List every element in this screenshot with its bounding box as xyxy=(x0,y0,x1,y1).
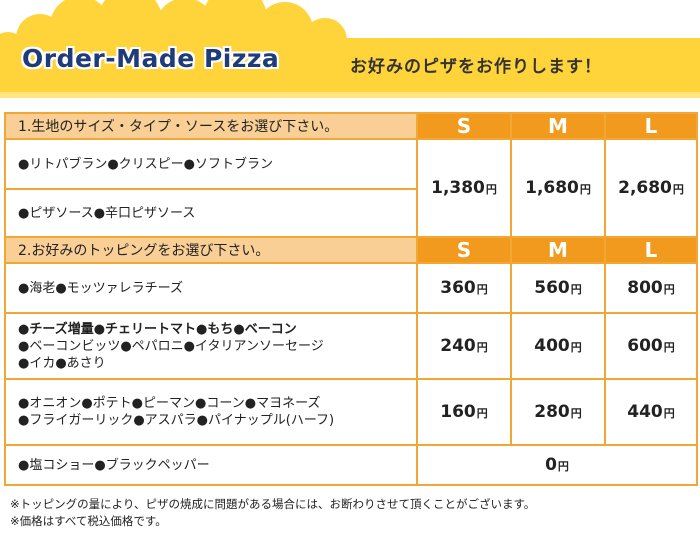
topping-row: ●オニオン●ポテト●ピーマン●コーン●マヨネーズ ●フライガーリック●アスパラ●… xyxy=(4,378,418,446)
price-cell: 280円 xyxy=(510,378,606,446)
size-header-l: L xyxy=(604,112,698,140)
price-cell: 440円 xyxy=(604,378,698,446)
price-cell: 160円 xyxy=(416,378,512,446)
topping-row: ●塩コショー●ブラックペッパー xyxy=(4,444,418,486)
sauce-options: ●ピザソース●辛口ピザソース xyxy=(4,188,418,238)
size-header-l: L xyxy=(604,236,698,264)
size-header-m: M xyxy=(510,112,606,140)
price-cell: 1,680円 xyxy=(510,138,606,238)
crust-options: ●リトパブラン●クリスピー●ソフトブラン xyxy=(4,138,418,190)
price-table: 1.生地のサイズ・タイプ・ソースをお選び下さい。 S M L ●リトパブラン●ク… xyxy=(4,112,698,486)
price-cell: 1,380円 xyxy=(416,138,512,238)
section2-heading: 2.お好みのトッピングをお選び下さい。 xyxy=(4,236,418,264)
price-cell: 400円 xyxy=(510,312,606,380)
price-cell: 800円 xyxy=(604,262,698,314)
price-cell: 240円 xyxy=(416,312,512,380)
price-cell: 560円 xyxy=(510,262,606,314)
price-cell: 600円 xyxy=(604,312,698,380)
size-header-s: S xyxy=(416,236,512,264)
title-english: Order-Made Pizza xyxy=(22,44,280,73)
footnote: ※トッピングの量により、ピザの焼成に問題がある場合には、お断わりさせて頂くことが… xyxy=(10,497,536,511)
price-cell: 360円 xyxy=(416,262,512,314)
cloud-banner xyxy=(0,0,700,98)
footnote: ※価格はすべて税込価格です。 xyxy=(10,514,167,528)
price-cell-free: 0円 xyxy=(416,444,698,486)
section1-heading: 1.生地のサイズ・タイプ・ソースをお選び下さい。 xyxy=(4,112,418,140)
title-japanese: お好みのピザをお作りします！ xyxy=(350,57,602,77)
price-cell: 2,680円 xyxy=(604,138,698,238)
footnotes: ※トッピングの量により、ピザの焼成に問題がある場合には、お断わりさせて頂くことが… xyxy=(10,496,535,530)
topping-row: ●海老●モッツァレラチーズ xyxy=(4,262,418,314)
size-header-s: S xyxy=(416,112,512,140)
topping-row: ●チーズ増量●チェリートマト●もち●ベーコン ●ベーコンビッツ●ペパロニ●イタリ… xyxy=(4,312,418,380)
size-header-m: M xyxy=(510,236,606,264)
header: Order-Made Pizza お好みのピザをお作りします！ xyxy=(0,0,700,100)
